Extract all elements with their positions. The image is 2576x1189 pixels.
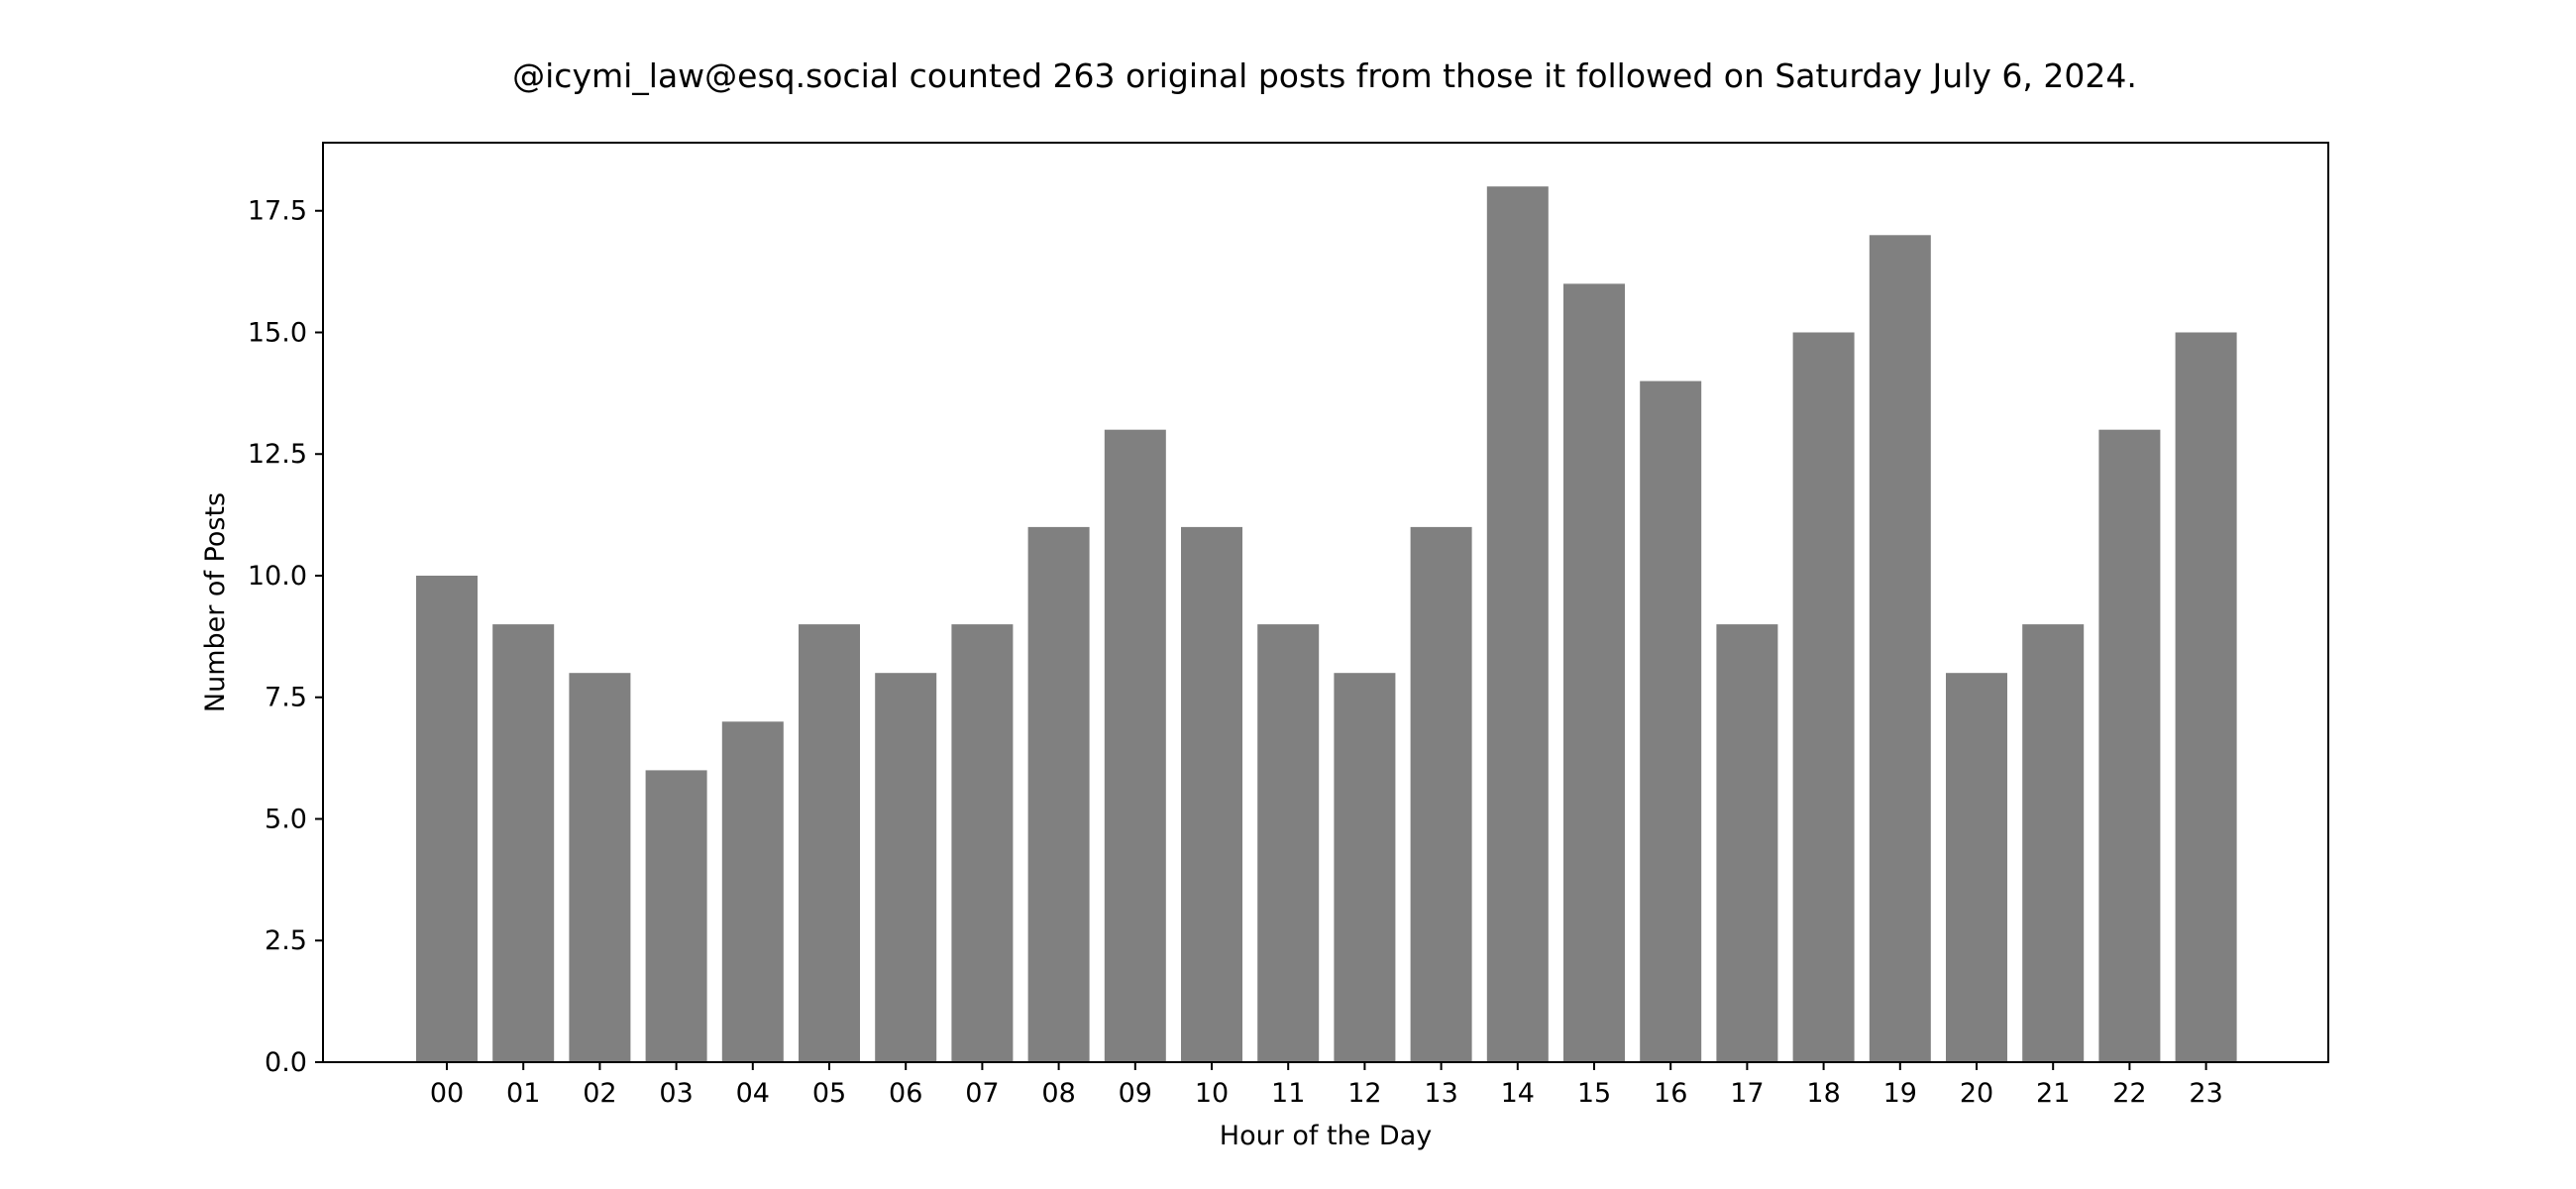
bar-11 bbox=[1257, 624, 1320, 1062]
x-tick-label-11: 11 bbox=[1271, 1078, 1305, 1109]
x-tick-label-13: 13 bbox=[1424, 1078, 1457, 1109]
bar-06 bbox=[875, 673, 937, 1062]
y-axis: 0.0 2.5 5.0 7.5 10.0 12.5 15.0 17.5 bbox=[248, 196, 323, 1078]
bar-05 bbox=[799, 624, 860, 1062]
bar-23 bbox=[2175, 332, 2237, 1062]
chart-title: @icymi_law@esq.social counted 263 origin… bbox=[512, 56, 2137, 95]
bar-20 bbox=[1946, 673, 2007, 1062]
bar-10 bbox=[1181, 526, 1242, 1062]
x-tick-label-20: 20 bbox=[1960, 1078, 1993, 1109]
bar-17 bbox=[1716, 624, 1778, 1062]
y-tick-label-1: 2.5 bbox=[265, 925, 307, 956]
x-tick-label-02: 02 bbox=[583, 1078, 616, 1109]
y-tick-label-7: 17.5 bbox=[248, 196, 307, 227]
x-axis-label: Hour of the Day bbox=[1220, 1121, 1432, 1151]
x-tick-label-06: 06 bbox=[889, 1078, 922, 1109]
y-tick-label-4: 10.0 bbox=[248, 561, 307, 592]
bar-21 bbox=[2022, 624, 2085, 1062]
bar-08 bbox=[1027, 526, 1090, 1062]
bar-22 bbox=[2098, 429, 2161, 1062]
x-tick-label-00: 00 bbox=[430, 1078, 464, 1109]
bar-14 bbox=[1486, 186, 1549, 1062]
y-tick-label-6: 15.0 bbox=[248, 317, 307, 348]
x-tick-label-19: 19 bbox=[1883, 1078, 1917, 1109]
x-axis: 00 01 02 03 04 05 06 07 08 09 10 11 12 13 14 15 16 17 18 19… bbox=[430, 1062, 2223, 1109]
plot-frame bbox=[322, 142, 2329, 1063]
x-tick-label-10: 10 bbox=[1195, 1078, 1229, 1109]
bar-09 bbox=[1104, 429, 1166, 1062]
bar-07 bbox=[951, 624, 1014, 1062]
x-tick-label-08: 08 bbox=[1041, 1078, 1075, 1109]
x-tick-label-23: 23 bbox=[2189, 1078, 2222, 1109]
y-axis-label: Number of Posts bbox=[200, 492, 231, 712]
bars-group bbox=[416, 186, 2237, 1062]
bar-13 bbox=[1410, 526, 1472, 1062]
y-tick-label-3: 7.5 bbox=[265, 683, 307, 713]
x-tick-label-01: 01 bbox=[506, 1078, 540, 1109]
x-tick-label-15: 15 bbox=[1577, 1078, 1611, 1109]
bar-12 bbox=[1334, 673, 1396, 1062]
x-tick-label-12: 12 bbox=[1347, 1078, 1381, 1109]
bar-02 bbox=[569, 673, 631, 1062]
bar-19 bbox=[1869, 235, 1931, 1062]
bar-15 bbox=[1563, 283, 1625, 1062]
x-tick-label-07: 07 bbox=[965, 1078, 999, 1109]
x-tick-label-22: 22 bbox=[2112, 1078, 2146, 1109]
bar-16 bbox=[1640, 380, 1702, 1062]
bar-18 bbox=[1792, 332, 1855, 1062]
x-tick-label-14: 14 bbox=[1501, 1078, 1535, 1109]
bar-00 bbox=[416, 575, 478, 1062]
x-tick-label-05: 05 bbox=[812, 1078, 846, 1109]
y-tick-label-0: 0.0 bbox=[265, 1047, 307, 1078]
x-tick-label-04: 04 bbox=[736, 1078, 770, 1109]
x-tick-label-03: 03 bbox=[659, 1078, 693, 1109]
x-tick-label-09: 09 bbox=[1119, 1078, 1152, 1109]
x-tick-label-18: 18 bbox=[1806, 1078, 1840, 1109]
bar-01 bbox=[492, 624, 555, 1062]
y-tick-label-2: 5.0 bbox=[265, 804, 307, 834]
bar-03 bbox=[645, 770, 707, 1062]
bar-04 bbox=[721, 721, 784, 1062]
x-tick-label-17: 17 bbox=[1730, 1078, 1764, 1109]
x-tick-label-21: 21 bbox=[2036, 1078, 2070, 1109]
x-tick-label-16: 16 bbox=[1654, 1078, 1687, 1109]
y-tick-label-5: 12.5 bbox=[248, 439, 307, 470]
